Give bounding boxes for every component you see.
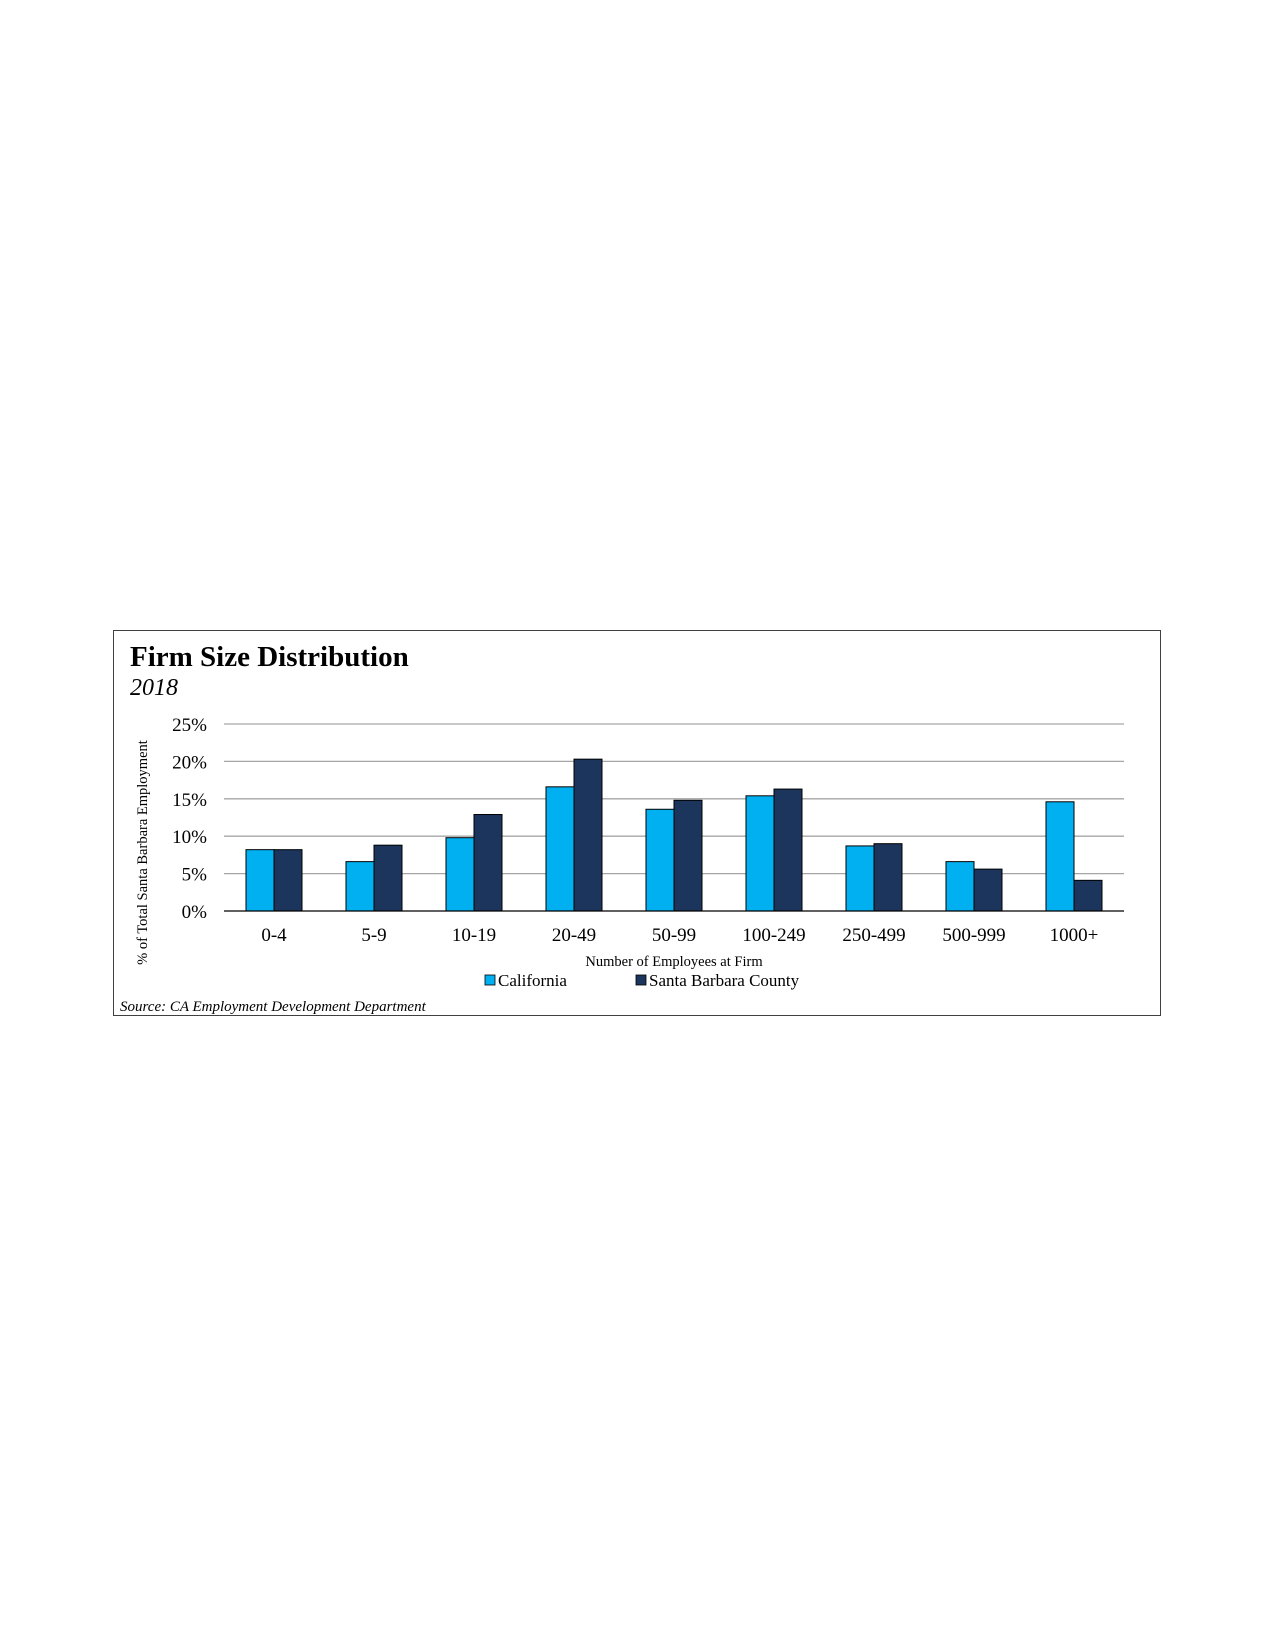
axes: 0% 5% 10% 15% 20% 25% 0-4 5-9 10-19 20-49 50-99 100… xyxy=(135,715,1124,970)
x-tick-label: 1000+ xyxy=(1050,925,1099,946)
x-tick-label: 0-4 xyxy=(261,925,287,946)
legend-swatch-santa-barbara-county xyxy=(635,974,647,986)
bar-santa-barbara-county-1000+ xyxy=(1073,879,1103,912)
bar-california-50-99 xyxy=(645,808,675,912)
bar-santa-barbara-county-100-249 xyxy=(773,788,803,912)
legend: California Santa Barbara County xyxy=(484,971,800,990)
bar-california-0-4 xyxy=(245,849,275,912)
bar-santa-barbara-county-20-49 xyxy=(573,758,603,912)
y-axis-title: % of Total Santa Barbara Employment xyxy=(135,740,151,965)
chart-frame: Firm Size Distribution 2018 0% 5% 10% 15% 20… xyxy=(113,630,1161,1016)
x-tick-label: 20-49 xyxy=(552,925,596,946)
x-tick-label: 100-249 xyxy=(742,925,805,946)
y-tick-label: 20% xyxy=(172,752,207,773)
chart-title: Firm Size Distribution xyxy=(130,641,409,673)
y-tick-label: 0% xyxy=(182,902,208,923)
x-tick-label: 250-499 xyxy=(842,925,905,946)
bar-california-1000+ xyxy=(1045,801,1075,912)
bar-california-20-49 xyxy=(545,786,575,912)
x-tick-label: 50-99 xyxy=(652,925,696,946)
chart-subtitle: 2018 xyxy=(130,675,178,701)
bar-santa-barbara-county-500-999 xyxy=(973,868,1003,912)
bar-santa-barbara-county-5-9 xyxy=(373,844,403,912)
y-tick-label: 15% xyxy=(172,790,207,811)
bars xyxy=(245,758,1103,912)
legend-label-santa-barbara-county: Santa Barbara County xyxy=(649,971,800,990)
bar-california-250-499 xyxy=(845,845,875,912)
bar-california-5-9 xyxy=(345,861,375,912)
y-tick-label: 5% xyxy=(182,865,208,886)
x-axis-title: Number of Employees at Firm xyxy=(585,954,763,970)
bar-santa-barbara-county-10-19 xyxy=(473,814,503,912)
y-tick-label: 10% xyxy=(172,827,207,848)
x-tick-label: 5-9 xyxy=(361,925,386,946)
chart-source: Source: CA Employment Development Depart… xyxy=(120,999,426,1015)
bar-santa-barbara-county-250-499 xyxy=(873,843,903,912)
legend-label-california: California xyxy=(498,971,567,990)
x-tick-label: 10-19 xyxy=(452,925,496,946)
bar-santa-barbara-county-0-4 xyxy=(273,849,303,912)
x-tick-label: 500-999 xyxy=(942,925,1005,946)
y-tick-label: 25% xyxy=(172,715,207,736)
legend-swatch-california xyxy=(484,974,496,986)
bar-california-10-19 xyxy=(445,837,475,912)
bar-chart: 0% 5% 10% 15% 20% 25% 0-4 5-9 10-19 20-49 50-99 100… xyxy=(135,715,1124,990)
bar-california-100-249 xyxy=(745,795,775,912)
bar-santa-barbara-county-50-99 xyxy=(673,799,703,912)
bar-california-500-999 xyxy=(945,861,975,912)
